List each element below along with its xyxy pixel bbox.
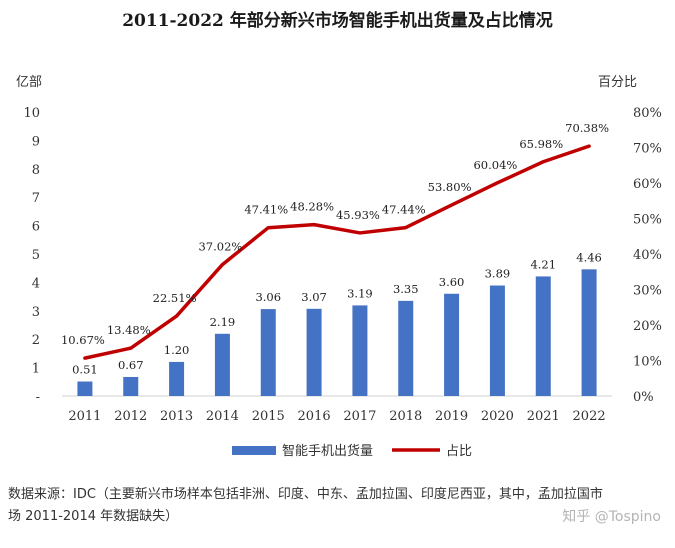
right-tick-label: 0%: [633, 390, 654, 405]
line-data-label: 60.04%: [473, 158, 517, 172]
line-data-labels: 10.67%13.48% 22.51% 37.02% 47.41% 48.28%45.9…: [61, 121, 609, 347]
x-tick-label: 2016: [298, 409, 331, 424]
right-tick-label: 30%: [633, 284, 662, 299]
left-tick-label: 4: [32, 276, 40, 291]
x-tick-label: 2015: [252, 409, 285, 424]
legend-label-bar: 智能手机出货量: [282, 443, 373, 459]
right-tick-label: 50%: [633, 213, 662, 228]
line-data-label: 70.38%: [565, 121, 609, 135]
source-note: 数据来源：IDC（主要新兴市场样本包括非洲、印度、中东、孟加拉国、印度尼西亚，其…: [8, 487, 603, 524]
legend-label-line: 占比: [446, 444, 472, 459]
left-axis-ticks: - 1 2 3 4 5 6 7 8 9 10: [23, 106, 40, 405]
line-series: [83, 144, 591, 360]
right-tick-label: 70%: [633, 142, 662, 157]
bar: [123, 376, 139, 396]
bar-data-label: 3.60: [439, 275, 465, 289]
line-data-label: 13.48%: [107, 323, 151, 337]
bar: [77, 381, 93, 396]
bar: [581, 269, 597, 396]
left-tick-label: 3: [32, 305, 40, 320]
x-tick-label: 2017: [343, 409, 376, 424]
bar-data-label: 1.20: [164, 343, 190, 357]
x-tick-label: 2020: [481, 409, 514, 424]
x-tick-label: 2014: [206, 409, 239, 424]
watermark: 知乎 @Tospino: [562, 509, 661, 525]
left-tick-label: 6: [32, 220, 40, 235]
bar-series: [77, 269, 597, 396]
chart-area: 亿部 百分比 - 1 2 3 4 5 6 7 8 9 10 0% 10% 20% 30% 40% 50% 60%…: [16, 75, 662, 459]
bar: [444, 293, 460, 396]
chart-title: 2011-2022 年部分新兴市场智能手机出货量及占比情况: [122, 11, 553, 31]
right-axis-ticks: 0% 10% 20% 30% 40% 50% 60% 70% 80%: [633, 106, 662, 405]
bar: [214, 333, 230, 396]
legend-swatch-bar: [232, 446, 276, 455]
line-data-label: 47.41%: [244, 203, 288, 217]
left-tick-label: -: [36, 390, 40, 405]
x-tick-label: 2012: [114, 409, 147, 424]
right-axis-unit: 百分比: [598, 75, 637, 90]
bar-data-label: 3.07: [301, 290, 327, 304]
left-tick-label: 10: [23, 106, 40, 121]
line-data-label: 22.51%: [153, 291, 197, 305]
line-data-label: 48.28%: [290, 200, 334, 214]
bar-data-label: 3.89: [485, 267, 511, 281]
bar-data-label: 0.67: [118, 358, 144, 372]
left-tick-label: 5: [32, 248, 40, 263]
x-tick-label: 2018: [389, 409, 422, 424]
x-tick-label: 2022: [573, 409, 606, 424]
bar: [535, 276, 551, 396]
right-tick-label: 10%: [633, 355, 662, 370]
x-tick-label: 2019: [435, 409, 468, 424]
bar-data-label: 3.06: [255, 290, 281, 304]
left-tick-label: 1: [32, 362, 40, 377]
left-tick-label: 8: [32, 163, 40, 178]
bar: [306, 308, 322, 396]
right-tick-label: 20%: [633, 319, 662, 334]
right-tick-label: 60%: [633, 177, 662, 192]
legend: 智能手机出货量 占比: [232, 443, 472, 459]
bar-data-label: 3.19: [347, 286, 373, 300]
left-tick-label: 9: [32, 134, 40, 149]
bar-data-label: 4.21: [530, 257, 556, 271]
line-data-label: 53.80%: [428, 180, 472, 194]
line-data-label: 65.98%: [519, 137, 563, 151]
bar-data-label: 3.35: [393, 282, 419, 296]
bar-data-labels: 0.51 0.67 1.20 2.19 3.06 3.07 3.19 3.35 3.60 3.89…: [72, 250, 602, 376]
share-line: [83, 144, 591, 360]
line-data-label: 37.02%: [198, 240, 242, 254]
line-data-label: 45.93%: [336, 208, 380, 222]
left-tick-label: 7: [32, 191, 40, 206]
bar-data-label: 2.19: [210, 315, 236, 329]
left-tick-label: 2: [32, 333, 40, 348]
bar: [169, 361, 185, 396]
line-data-label: 47.44%: [382, 203, 426, 217]
bar: [398, 300, 414, 396]
bar: [260, 309, 276, 396]
left-axis-unit: 亿部: [16, 75, 42, 90]
bar: [352, 305, 368, 396]
right-tick-label: 80%: [633, 106, 662, 121]
x-tick-label: 2013: [160, 409, 193, 424]
bar: [489, 285, 505, 396]
right-tick-label: 40%: [633, 248, 662, 263]
bar-data-label: 0.51: [72, 363, 98, 377]
x-tick-label: 2021: [527, 409, 560, 424]
x-tick-label: 2011: [68, 409, 101, 424]
bar-data-label: 4.46: [576, 250, 602, 264]
line-data-label: 10.67%: [61, 333, 105, 347]
x-axis-ticks: 2011 2012 2013 2014 2015 2016 2017 2018 2019 2020…: [68, 409, 605, 424]
